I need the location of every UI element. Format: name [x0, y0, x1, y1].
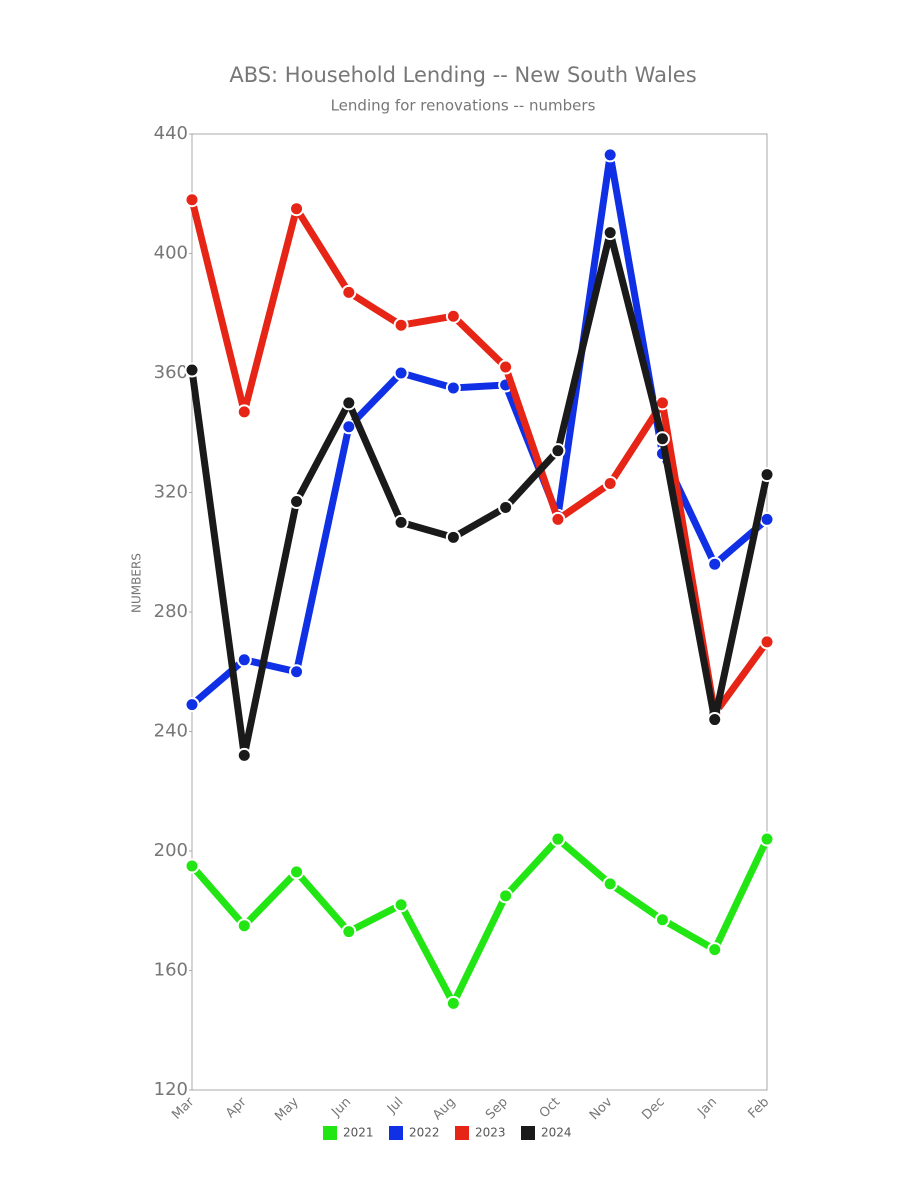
point	[184, 362, 200, 378]
point	[602, 876, 618, 892]
legend-label: 2024	[541, 1126, 572, 1140]
point	[550, 443, 566, 459]
point	[341, 924, 357, 940]
point	[654, 912, 670, 928]
point	[445, 529, 461, 545]
legend-label: 2021	[343, 1126, 374, 1140]
point	[498, 888, 514, 904]
point	[289, 493, 305, 509]
point	[707, 712, 723, 728]
x-tick-label: Jan	[695, 1095, 720, 1120]
point	[393, 365, 409, 381]
legend-swatch	[323, 1126, 337, 1140]
legend-label: 2023	[475, 1126, 506, 1140]
point	[602, 476, 618, 492]
x-tick-label: Sep	[483, 1095, 511, 1123]
point	[236, 747, 252, 763]
point	[759, 831, 775, 847]
legend-label: 2022	[409, 1126, 440, 1140]
y-tick-label: 400	[154, 243, 188, 264]
series-line	[188, 151, 771, 709]
point	[707, 556, 723, 572]
point	[602, 225, 618, 241]
point	[341, 395, 357, 411]
y-tick-label: 240	[154, 721, 188, 742]
point	[393, 897, 409, 913]
legend-swatch	[455, 1126, 469, 1140]
point	[184, 697, 200, 713]
y-tick-label: 440	[154, 123, 188, 144]
point	[445, 308, 461, 324]
point	[602, 147, 618, 163]
x-tick-label: May	[272, 1094, 302, 1124]
point	[759, 511, 775, 527]
x-tick-label: Nov	[587, 1094, 616, 1123]
y-tick-label: 160	[154, 960, 188, 981]
point	[550, 831, 566, 847]
point	[707, 942, 723, 958]
y-axis-label: NUMBERS	[130, 553, 144, 613]
x-tick-label: Dec	[639, 1095, 667, 1123]
point	[445, 995, 461, 1011]
point	[498, 499, 514, 515]
chart-title: ABS: Household Lending -- New South Wale…	[229, 63, 696, 87]
point	[341, 419, 357, 435]
point	[289, 864, 305, 880]
point	[759, 634, 775, 650]
x-tick-label: Jul	[384, 1095, 406, 1117]
point	[289, 201, 305, 217]
point	[393, 317, 409, 333]
point	[236, 918, 252, 934]
y-tick-label: 320	[154, 482, 188, 503]
point	[759, 467, 775, 483]
chart-subtitle: Lending for renovations -- numbers	[331, 97, 596, 115]
y-tick-label: 120	[154, 1079, 188, 1100]
point	[236, 404, 252, 420]
point	[393, 514, 409, 530]
series-line	[188, 229, 771, 759]
x-tick-label: Feb	[745, 1095, 772, 1122]
legend-swatch	[521, 1126, 535, 1140]
point	[550, 511, 566, 527]
x-tick-label: Aug	[430, 1095, 459, 1124]
y-tick-label: 280	[154, 601, 188, 622]
point	[445, 380, 461, 396]
point	[498, 359, 514, 375]
x-tick-label: Jun	[328, 1095, 354, 1121]
series-line	[188, 196, 771, 718]
x-tick-label: Apr	[223, 1094, 250, 1121]
legend-swatch	[389, 1126, 403, 1140]
y-tick-label: 360	[154, 362, 188, 383]
y-tick-label: 200	[154, 840, 188, 861]
series-line	[188, 835, 771, 1007]
point	[654, 431, 670, 447]
point	[184, 192, 200, 208]
x-tick-label: Oct	[537, 1095, 564, 1122]
point	[289, 664, 305, 680]
point	[236, 652, 252, 668]
point	[341, 284, 357, 300]
point	[184, 858, 200, 874]
